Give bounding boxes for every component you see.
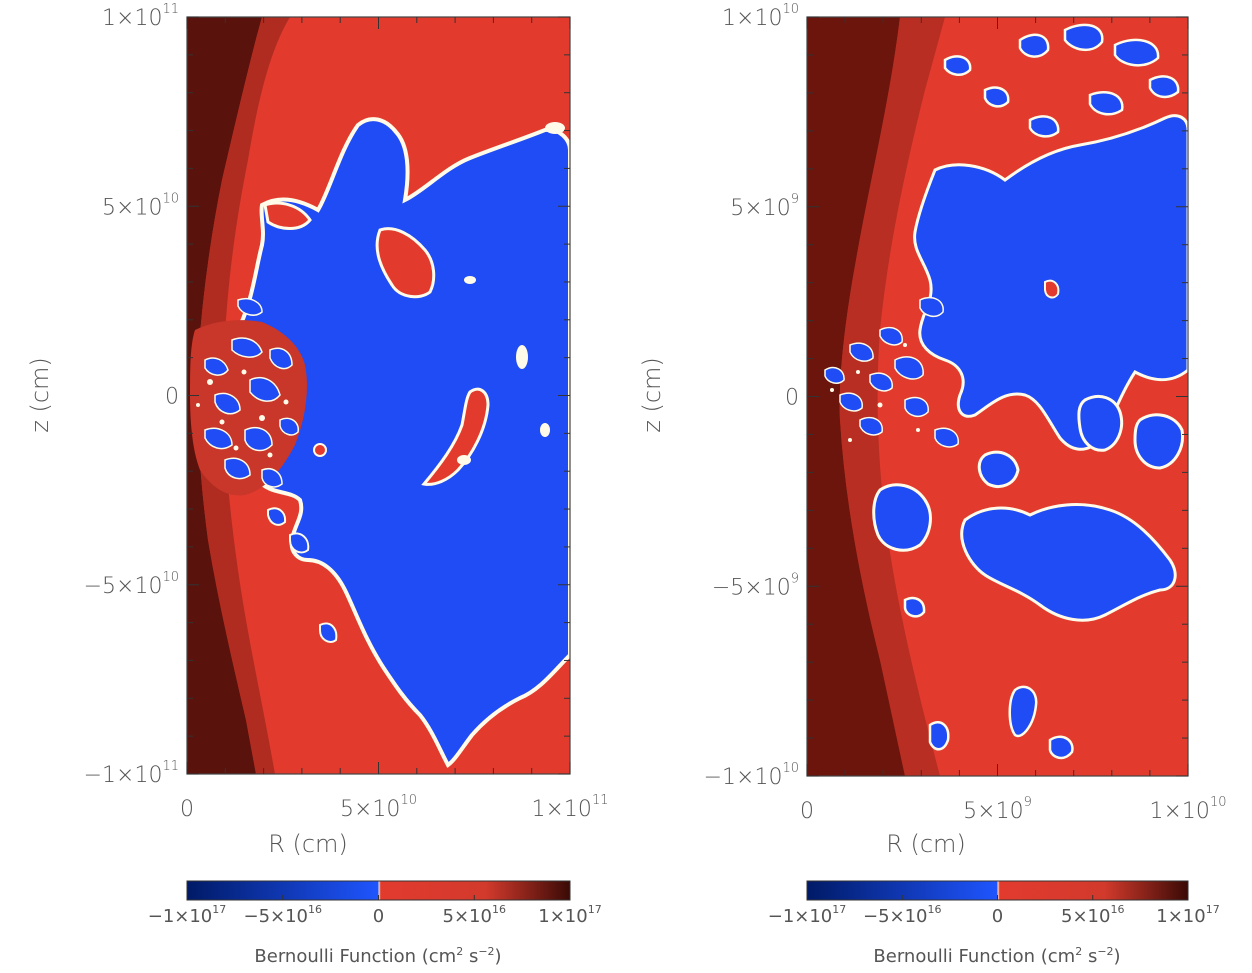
y-tick-label: −5×1010: [84, 570, 179, 599]
colorbar-right: −1×1017 −5×1016 0 5×1016 1×1017 Bernoulli Fu…: [768, 880, 1220, 967]
colorbar-left: −1×1017 −5×1016 0 5×1016 1×1017 Bernoulli Fu…: [148, 880, 602, 967]
x-axis-label-right: R (cm): [886, 830, 966, 858]
colorbar-tick-label: −1×1017: [768, 903, 847, 927]
colorbar-tick-label: −1×1017: [148, 903, 227, 927]
axis-ticks-right: 0 5×109 1×1010 1×1010 5×109 0 −5×109 −1×1010: [704, 2, 1227, 824]
colorbar-tick-label: −5×1016: [863, 903, 942, 927]
colorbar-label-left: Bernoulli Function (cm2 s−2): [254, 945, 501, 967]
colorbar-label-right: Bernoulli Function (cm2 s−2): [873, 945, 1120, 967]
heatmap-panel-left: 0 5×1010 1×1011 1×1011 5×1010 0 −5×1010 −1×1011: [84, 2, 609, 822]
y-tick-label: 5×1010: [102, 191, 179, 220]
colorbar-tick-label: 0: [373, 906, 384, 927]
colorbar-tick-label: 1×1017: [538, 903, 601, 927]
heatmap-image-right: [807, 17, 1188, 776]
y-tick-label: 0: [785, 386, 799, 411]
y-tick-label: 0: [165, 385, 179, 410]
heatmap-panel-right: 0 5×109 1×1010 1×1010 5×109 0 −5×109 −1×1010: [704, 2, 1227, 824]
x-tick-label: 5×109: [963, 795, 1032, 824]
y-axis-label-right: z (cm): [638, 357, 666, 433]
heatmap-image-left: [187, 17, 570, 774]
y-tick-label: −1×1010: [704, 761, 799, 790]
y-tick-label: −5×109: [712, 571, 799, 600]
colorbar-tick-label: −5×1016: [243, 903, 322, 927]
x-axis-label-left: R (cm): [268, 830, 348, 858]
colorbar-tick-label: 1×1017: [1156, 903, 1219, 927]
x-tick-label: 1×1010: [1150, 795, 1227, 824]
turbulent-core-left: [190, 298, 307, 496]
x-tick-label: 0: [800, 799, 814, 824]
y-tick-label: 5×109: [730, 192, 799, 221]
y-tick-label: 1×1011: [102, 2, 179, 31]
y-tick-label: −1×1011: [84, 759, 179, 788]
x-tick-label: 0: [180, 797, 194, 822]
colorbar-tick-label: 0: [992, 906, 1003, 927]
colorbar-ticks-right: −1×1017 −5×1016 0 5×1016 1×1017: [768, 895, 1220, 927]
colorbar-tick-label: 5×1016: [1061, 903, 1124, 927]
axis-ticks-left: 0 5×1010 1×1011 1×1011 5×1010 0 −5×1010 −1×1011: [84, 2, 609, 822]
y-axis-label-left: z (cm): [26, 357, 54, 433]
colorbar-tick-label: 5×1016: [443, 903, 506, 927]
colorbar-ticks-left: −1×1017 −5×1016 0 5×1016 1×1017: [148, 895, 602, 927]
y-tick-label: 1×1010: [722, 2, 799, 31]
x-tick-label: 1×1011: [532, 793, 609, 822]
turbulent-core-right: [824, 296, 959, 448]
x-tick-label: 5×1010: [340, 793, 417, 822]
